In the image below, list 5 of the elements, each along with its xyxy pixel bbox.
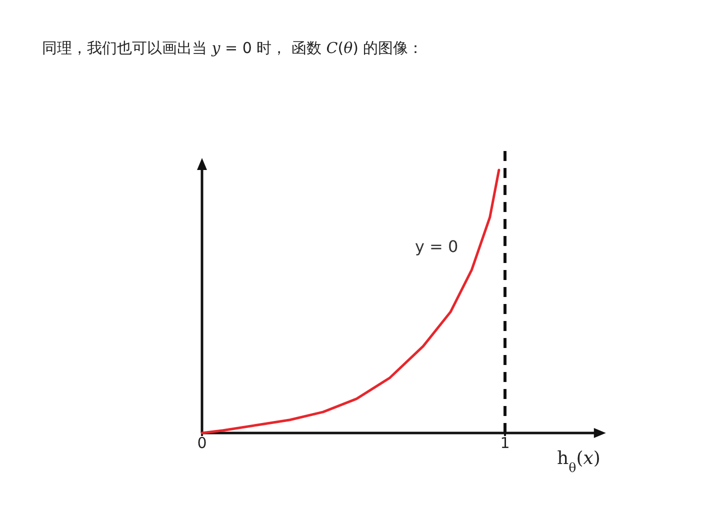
chart-title: 同理，我们也可以画出当 y = 0 时， 函数 C(θ) 的图像：: [42, 39, 424, 57]
x-axis-title: h$_{θ}$(x): [557, 448, 600, 474]
x-tick-label: 1: [500, 434, 510, 452]
x-tick-label: 0: [197, 434, 207, 452]
annotation: y = 0: [415, 237, 458, 256]
